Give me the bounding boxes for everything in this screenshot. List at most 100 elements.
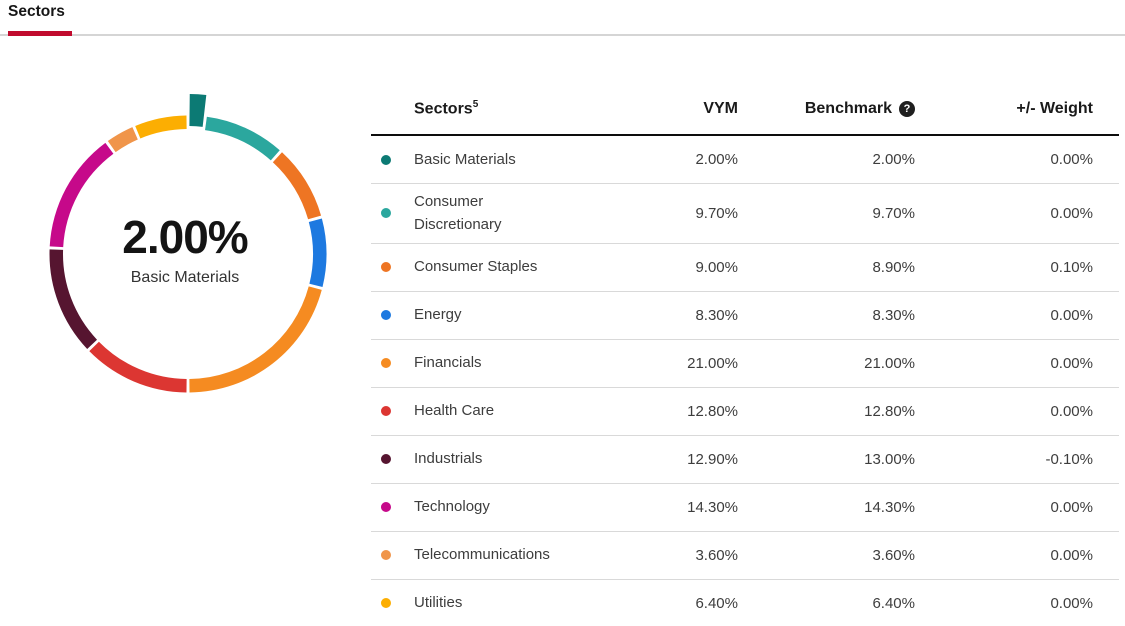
sector-name: Industrials <box>414 450 483 468</box>
weight-value: 0.00% <box>1050 594 1093 612</box>
donut-segment-technology[interactable] <box>49 142 114 248</box>
sector-name: Energy <box>414 306 462 324</box>
donut-segment-utilities[interactable] <box>135 115 187 139</box>
table-row-consumer-staples[interactable]: Consumer Staples 9.00% 8.90% 0.10% <box>371 244 1119 292</box>
vym-value: 9.00% <box>695 258 738 276</box>
weight-value: 0.00% <box>1050 402 1093 420</box>
sector-color-cell <box>371 598 414 608</box>
sector-name: Utilities <box>414 594 463 612</box>
column-header-vym: VYM <box>703 100 738 117</box>
weight-value: 0.00% <box>1050 204 1093 222</box>
sector-color-dot <box>381 154 391 165</box>
sector-color-cell <box>371 454 414 464</box>
benchmark-value: 8.30% <box>872 306 915 324</box>
column-header-sectors: Sectors5 <box>414 99 479 118</box>
sector-name: Financials <box>414 354 482 372</box>
vym-value: 3.60% <box>695 546 738 564</box>
section-tabbar: Sectors <box>0 0 1125 36</box>
benchmark-value: 8.90% <box>872 258 915 276</box>
weight-value: 0.00% <box>1050 498 1093 516</box>
table-row-technology[interactable]: Technology 14.30% 14.30% 0.00% <box>371 484 1119 532</box>
vym-value: 12.90% <box>687 450 738 468</box>
sector-donut-container: 2.00% Basic Materials <box>0 36 371 626</box>
table-row-consumer-discretionary[interactable]: Consumer Discretionary 9.70% 9.70% 0.00% <box>371 184 1119 244</box>
sector-color-dot <box>381 262 391 272</box>
donut-segment-financials[interactable] <box>189 286 322 393</box>
sector-name-cell: Health Care <box>414 393 588 428</box>
help-icon[interactable]: ? <box>899 101 915 117</box>
sector-name-cell: Energy <box>414 297 588 332</box>
sector-name-cell: Telecommunications <box>414 537 588 572</box>
benchmark-value: 6.40% <box>872 594 915 612</box>
vym-value: 6.40% <box>695 594 738 612</box>
benchmark-value: 13.00% <box>864 450 915 468</box>
column-header-benchmark: Benchmark ? <box>738 100 915 118</box>
sector-name-cell: Industrials <box>414 441 588 476</box>
donut-segment-industrials[interactable] <box>49 249 98 349</box>
sector-name: Technology <box>414 498 490 516</box>
table-row-health-care[interactable]: Health Care 12.80% 12.80% 0.00% <box>371 388 1119 436</box>
sector-name-cell: Consumer Staples <box>414 249 588 284</box>
weight-value: 0.10% <box>1050 258 1093 276</box>
benchmark-value: 9.70% <box>872 204 915 222</box>
table-row-utilities[interactable]: Utilities 6.40% 6.40% 0.00% <box>371 580 1119 626</box>
sector-color-dot <box>381 550 391 560</box>
weight-value: 0.00% <box>1050 151 1093 168</box>
sector-donut-chart[interactable] <box>0 64 370 409</box>
weight-value: -0.10% <box>1045 450 1093 468</box>
column-header-weight: +/- Weight <box>1016 100 1093 117</box>
sectors-panel: 2.00% Basic Materials Sectors5 VYM Bench… <box>0 36 1125 626</box>
sector-name-cell: Utilities <box>414 585 588 620</box>
sector-weights-table: Sectors5 VYM Benchmark ? +/- Weight Basi… <box>371 36 1119 626</box>
sector-color-cell <box>371 310 414 320</box>
benchmark-value: 2.00% <box>872 151 915 168</box>
sector-name-cell: Technology <box>414 489 588 524</box>
footnote-marker: 5 <box>472 99 479 111</box>
sector-name: Consumer Staples <box>414 258 538 276</box>
table-row-energy[interactable]: Energy 8.30% 8.30% 0.00% <box>371 292 1119 340</box>
sector-color-dot <box>381 310 391 320</box>
sector-color-cell <box>371 262 414 272</box>
weight-value: 0.00% <box>1050 546 1093 564</box>
sector-name: Telecommunications <box>414 546 550 564</box>
sector-color-cell <box>371 154 414 165</box>
sector-name: Health Care <box>414 402 495 420</box>
tab-sectors[interactable]: Sectors <box>8 3 65 20</box>
sector-name: Basic Materials <box>414 150 516 168</box>
donut-segment-telecommunications[interactable] <box>107 127 138 153</box>
donut-segment-consumer-staples[interactable] <box>272 152 322 220</box>
sector-color-dot <box>381 406 391 416</box>
table-row-basic-materials[interactable]: Basic Materials 2.00% 2.00% 0.00% <box>371 136 1119 184</box>
active-tab-indicator <box>8 31 72 36</box>
donut-segment-energy[interactable] <box>308 218 327 287</box>
table-row-financials[interactable]: Financials 21.00% 21.00% 0.00% <box>371 340 1119 388</box>
sector-color-dot <box>381 454 391 464</box>
sector-color-cell <box>371 502 414 512</box>
sector-color-dot <box>381 502 391 512</box>
sector-color-cell <box>371 358 414 368</box>
donut-segment-basic-materials[interactable] <box>189 94 207 127</box>
table-body: Basic Materials 2.00% 2.00% 0.00% Consum… <box>371 136 1119 626</box>
sector-name: Consumer Discretionary <box>414 193 502 234</box>
weight-value: 0.00% <box>1050 354 1093 372</box>
vym-value: 9.70% <box>695 204 738 222</box>
sector-color-dot <box>381 598 391 608</box>
donut-segment-consumer-discretionary[interactable] <box>205 116 280 161</box>
sector-color-cell <box>371 406 414 416</box>
vym-value: 14.30% <box>687 498 738 516</box>
benchmark-value: 12.80% <box>864 402 915 420</box>
sector-color-cell <box>371 550 414 560</box>
sector-color-dot <box>381 208 391 219</box>
weight-value: 0.00% <box>1050 306 1093 324</box>
donut-segment-health-care[interactable] <box>89 341 187 393</box>
vym-value: 21.00% <box>687 354 738 372</box>
sector-name-cell: Financials <box>414 345 588 380</box>
table-row-industrials[interactable]: Industrials 12.90% 13.00% -0.10% <box>371 436 1119 484</box>
benchmark-value: 3.60% <box>872 546 915 564</box>
vym-value: 8.30% <box>695 306 738 324</box>
table-row-telecommunications[interactable]: Telecommunications 3.60% 3.60% 0.00% <box>371 532 1119 580</box>
vym-value: 12.80% <box>687 402 738 420</box>
sector-name-cell: Basic Materials <box>414 142 588 177</box>
benchmark-value: 21.00% <box>864 354 915 372</box>
vym-value: 2.00% <box>695 151 738 168</box>
